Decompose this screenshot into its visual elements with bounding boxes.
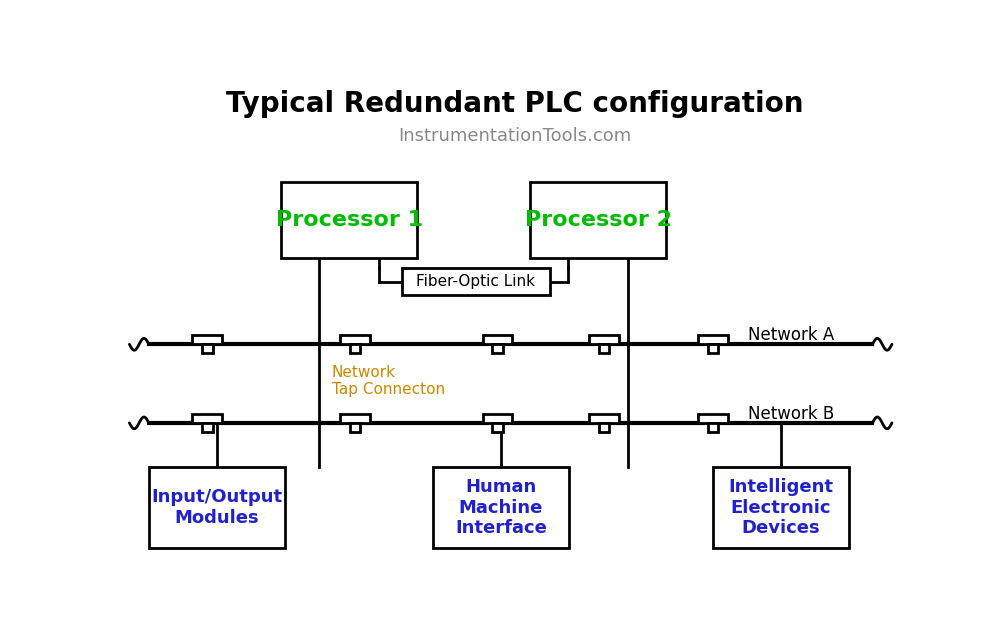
Bar [530, 182, 666, 258]
Bar [349, 423, 360, 432]
Bar [349, 345, 360, 353]
Bar [401, 268, 549, 295]
Bar [482, 414, 512, 423]
Bar [202, 423, 213, 432]
Text: Processor 1: Processor 1 [276, 211, 422, 230]
Bar [193, 414, 222, 423]
Text: Network B: Network B [747, 405, 833, 423]
Bar [482, 336, 512, 345]
Bar [712, 467, 849, 548]
Bar [707, 423, 718, 432]
Bar [432, 467, 569, 548]
Text: Intelligent
Electronic
Devices: Intelligent Electronic Devices [728, 478, 832, 537]
Bar [598, 423, 609, 432]
Bar [697, 414, 727, 423]
Bar [589, 414, 618, 423]
Text: Network A: Network A [747, 327, 833, 345]
Text: Human
Machine
Interface: Human Machine Interface [454, 478, 547, 537]
Bar [707, 345, 718, 353]
Bar [340, 336, 369, 345]
Bar [491, 345, 503, 353]
Text: Typical Redundant PLC configuration: Typical Redundant PLC configuration [226, 89, 802, 117]
Bar [598, 345, 609, 353]
Bar [148, 467, 285, 548]
Text: Input/Output
Modules: Input/Output Modules [151, 488, 282, 527]
Bar [193, 336, 222, 345]
Bar [281, 182, 417, 258]
Text: Network
Tap Connecton: Network Tap Connecton [331, 365, 444, 397]
Bar [202, 345, 213, 353]
Bar [697, 336, 727, 345]
Bar [589, 336, 618, 345]
Bar [340, 414, 369, 423]
Text: InstrumentationTools.com: InstrumentationTools.com [397, 126, 631, 145]
Bar [491, 423, 503, 432]
Text: Processor 2: Processor 2 [525, 211, 671, 230]
Text: Fiber-Optic Link: Fiber-Optic Link [415, 274, 535, 289]
